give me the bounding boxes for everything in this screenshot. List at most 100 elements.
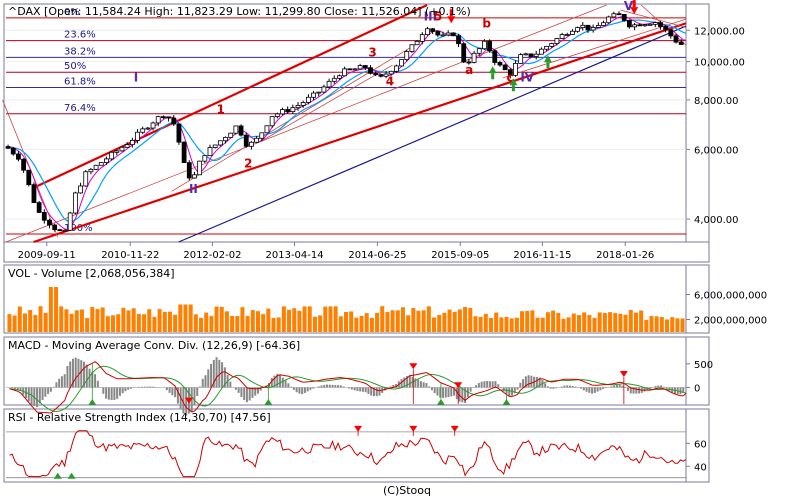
macd-histogram-bar (354, 387, 356, 390)
macd-histogram-bar (326, 385, 328, 388)
candle-down (244, 135, 248, 146)
candle-down (627, 20, 631, 26)
candle-up (141, 129, 145, 132)
macd-histogram-bar (478, 383, 480, 387)
volume-bar (80, 310, 84, 332)
volume-bar (479, 317, 483, 332)
macd-histogram-bar (282, 378, 284, 388)
volume-bar (365, 313, 369, 332)
volume-bar (525, 311, 529, 332)
candle-down (431, 29, 435, 32)
candle-up (270, 117, 274, 126)
macd-histogram-bar (442, 387, 444, 397)
candle-up (296, 105, 300, 107)
macd-histogram-bar (216, 357, 218, 387)
candle-down (379, 75, 383, 77)
macd-histogram-bar (517, 387, 519, 389)
candle-up (213, 145, 217, 148)
volume-bar (235, 316, 239, 332)
macd-histogram-bar (506, 387, 508, 394)
volume-bar (101, 307, 105, 332)
candle-up (89, 169, 93, 171)
candle-down (529, 54, 533, 57)
candle-up (581, 25, 585, 27)
candle-up (265, 126, 269, 133)
volume-bar (75, 310, 79, 332)
macd-histogram-bar (428, 386, 430, 387)
copyright-text: (C)Stooq (383, 484, 431, 497)
macd-histogram-bar (343, 387, 345, 388)
candle-down (27, 170, 31, 184)
macd-histogram-bar (362, 387, 364, 391)
volume-bar (44, 313, 48, 332)
volume-bar (33, 315, 37, 332)
macd-histogram-bar (376, 387, 378, 396)
macd-histogram-bar (80, 360, 82, 387)
macd-histogram-bar (500, 387, 502, 388)
macd-histogram-bar (102, 387, 104, 393)
candle-up (136, 132, 140, 140)
candle-up (570, 31, 574, 34)
volume-bar (561, 319, 565, 332)
macd-histogram-bar (61, 376, 63, 387)
wave-label: 2 (244, 156, 252, 170)
macd-histogram-bar (210, 364, 212, 388)
candle-up (94, 165, 98, 169)
candle-up (260, 133, 264, 138)
candle-up (353, 69, 357, 70)
price-title: ^DAX [Open: 11,584.24 High: 11,823.29 Lo… (8, 5, 471, 18)
macd-histogram-bar (320, 385, 322, 387)
candle-up (653, 23, 657, 25)
volume-bar (360, 316, 364, 332)
volume-bar (152, 317, 156, 332)
volume-bar (391, 310, 395, 332)
volume-bar (494, 313, 498, 332)
macd-histogram-bar (77, 359, 79, 388)
macd-histogram-bar (243, 387, 245, 400)
candle-up (446, 33, 450, 35)
macd-histogram-bar (657, 386, 659, 388)
volume-bar (681, 318, 685, 332)
macd-histogram-bar (348, 387, 350, 388)
macd-histogram-bar (627, 387, 629, 390)
macd-title: MACD - Moving Average Conv. Div. (12,26,… (8, 339, 300, 352)
volume-bar (541, 318, 545, 332)
macd-histogram-bar (171, 387, 173, 395)
volume-bar (582, 312, 586, 332)
volume-bar (375, 313, 379, 332)
volume-bar (618, 314, 622, 332)
candle-up (648, 24, 652, 25)
macd-histogram-bar (138, 387, 140, 388)
macd-histogram-bar (152, 387, 154, 388)
fib-level-label: 50% (64, 61, 86, 72)
macd-histogram-bar (149, 387, 151, 388)
candle-down (47, 220, 51, 225)
macd-histogram-bar (519, 383, 521, 388)
candle-up (218, 141, 222, 145)
candle-down (363, 66, 367, 68)
candle-up (332, 78, 336, 81)
macd-histogram-bar (122, 387, 124, 393)
candle-up (156, 117, 160, 123)
macd-histogram-bar (528, 375, 530, 387)
price-xtick-label: 2015-09-05 (431, 250, 489, 261)
volume-bar (489, 318, 493, 332)
candle-up (120, 147, 124, 151)
price-xtick-label: 2014-06-25 (348, 250, 406, 261)
macd-histogram-bar (130, 387, 132, 388)
volume-bar (572, 314, 576, 332)
volume-bar (463, 307, 467, 332)
candle-up (643, 25, 647, 26)
fib-level-label: 23.6% (64, 30, 96, 41)
macd-histogram-bar (425, 383, 427, 387)
macd-histogram-bar (530, 376, 532, 388)
macd-histogram-bar (569, 386, 571, 388)
volume-bar (473, 316, 477, 332)
volume-bar (116, 314, 120, 332)
candle-up (63, 230, 67, 231)
macd-histogram-bar (235, 387, 237, 389)
macd-histogram-bar (481, 382, 483, 388)
macd-histogram-bar (594, 387, 596, 392)
volume-bar (59, 306, 63, 332)
